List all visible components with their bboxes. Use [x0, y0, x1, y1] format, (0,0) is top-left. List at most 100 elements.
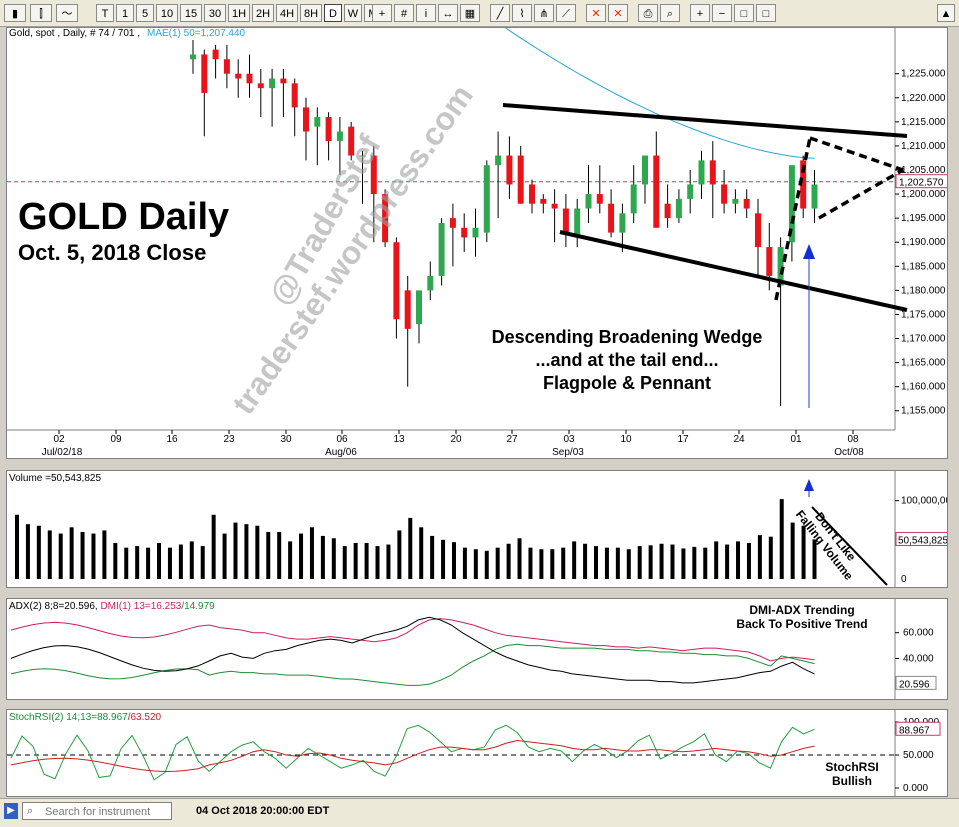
volume-bar — [397, 530, 402, 579]
price-chart[interactable]: 1,225.000 1,220.000 1,215.000 1,210.000 1,20… — [7, 28, 947, 458]
time-tick-label: 08 — [847, 434, 859, 445]
crosshair-icon[interactable]: + — [372, 4, 392, 22]
annotation-line: ...and at the tail end... — [535, 350, 719, 370]
volume-icon[interactable]: ▦ — [460, 4, 480, 22]
volume-bar — [659, 543, 664, 579]
timeframe-button-2h[interactable]: 2H — [252, 4, 274, 22]
ohlc-icon[interactable]: ⫿ — [30, 4, 52, 22]
volume-chart[interactable]: 100,000,000 0 50,543,825 — [7, 471, 947, 587]
volume-bar — [36, 525, 41, 579]
adx-chart[interactable]: 60.000 40.000 20.596 — [7, 599, 947, 699]
bar-icon[interactable]: ▮ — [4, 4, 26, 22]
volume-tick-label: 100,000,000 — [901, 496, 947, 507]
timeframe-button-4h[interactable]: 4H — [276, 4, 298, 22]
candle-body — [291, 83, 298, 108]
time-tick-label: 30 — [280, 434, 292, 445]
volume-bar — [648, 545, 653, 579]
volume-bar — [583, 543, 588, 579]
timeframe-button-t[interactable]: T — [96, 4, 114, 22]
candle-body — [427, 275, 434, 291]
candle-body — [687, 184, 694, 199]
candle-body — [393, 242, 400, 320]
flagpole-line — [774, 137, 812, 301]
search-input[interactable]: Search for instrument — [22, 802, 172, 820]
candle-body — [495, 155, 502, 166]
grid-icon[interactable]: # — [394, 4, 414, 22]
falling-volume-line — [811, 506, 888, 586]
last-price-box — [895, 174, 947, 189]
fork-icon[interactable]: ⋔ — [534, 4, 554, 22]
timeframe-button-d[interactable]: D — [324, 4, 342, 22]
search-icon[interactable]: ⌕ — [660, 4, 680, 22]
month-label: Jul/02/18 — [42, 447, 83, 458]
trendline-icon[interactable]: ╱ — [490, 4, 510, 22]
timeframe-button-15[interactable]: 15 — [180, 4, 202, 22]
adx-label: ADX(2) 8;8=20.596, — [9, 601, 98, 612]
candle-body — [190, 54, 196, 60]
fib-icon[interactable]: ⌇ — [512, 4, 532, 22]
ray-icon[interactable]: ⟋ — [556, 4, 576, 22]
candle-body — [788, 165, 795, 243]
volume-bar — [790, 522, 795, 579]
timeframe-button-8h[interactable]: 8H — [300, 4, 322, 22]
volume-bar — [157, 542, 162, 579]
arrow-up-icon — [803, 244, 815, 259]
zoom-reset-icon[interactable]: □ — [756, 4, 776, 22]
price-tick-label: 1,190.000 — [901, 237, 946, 248]
nav-icon[interactable]: ▶ — [4, 803, 18, 819]
price-tick-label: 1,205.000 — [901, 165, 946, 176]
zoom-in-icon[interactable]: + — [690, 4, 710, 22]
rsi-last-label: 88.967 — [899, 725, 930, 736]
volume-bar — [331, 538, 336, 579]
candle-body — [416, 290, 422, 325]
zoom-fit-icon[interactable]: □ — [734, 4, 754, 22]
price-tick-label: 1,180.000 — [901, 285, 946, 296]
timeframe-button-30[interactable]: 30 — [204, 4, 226, 22]
candle-body — [529, 184, 535, 204]
candle-body — [348, 126, 355, 156]
volume-bar — [681, 548, 686, 579]
pan-icon[interactable]: ↔ — [438, 4, 458, 22]
timeframe-button-1[interactable]: 1 — [116, 4, 134, 22]
volume-bar — [517, 538, 522, 579]
print-icon[interactable]: ⎙ — [638, 4, 658, 22]
time-tick-label: 23 — [223, 434, 235, 445]
timeframe-button-5[interactable]: 5 — [136, 4, 154, 22]
timeframe-button-w[interactable]: W — [344, 4, 362, 22]
volume-bar — [200, 546, 205, 579]
timeframe-button-10[interactable]: 10 — [156, 4, 178, 22]
volume-bar — [779, 499, 784, 579]
candle-body — [483, 165, 490, 233]
time-tick-label: 13 — [393, 434, 405, 445]
timeframe-button-1h[interactable]: 1H — [228, 4, 250, 22]
volume-bar — [528, 547, 533, 579]
candle-body — [585, 194, 592, 209]
line-icon[interactable]: 〜 — [56, 4, 78, 22]
stochrsi-k-line — [10, 724, 815, 781]
candle-body — [619, 213, 626, 233]
volume-last-box — [895, 531, 947, 546]
rsi-last-box — [895, 721, 941, 736]
ma-label: MAE(1) 50=1,207.440 — [147, 28, 246, 39]
volume-bar — [462, 547, 467, 579]
volume-bar — [47, 530, 52, 579]
info-icon[interactable]: i — [416, 4, 436, 22]
volume-bar — [342, 546, 347, 579]
zoom-out-icon[interactable]: − — [712, 4, 732, 22]
candle-body — [709, 160, 716, 185]
volume-tick-label: 0 — [901, 574, 907, 585]
volume-bar — [495, 547, 500, 579]
candle-body — [269, 78, 276, 89]
chart-subtitle: Oct. 5, 2018 Close — [18, 240, 207, 265]
delete-icon[interactable]: ✕ — [586, 4, 606, 22]
delete-all-icon[interactable]: ✕ — [608, 4, 628, 22]
price-tick-label: 1,165.000 — [901, 358, 946, 369]
instrument-header: Gold, spot , Daily, # 74 / 701 , — [9, 28, 140, 39]
volume-bar — [670, 544, 675, 579]
candle-body — [472, 227, 479, 238]
scroll-up-icon[interactable]: ▲ — [937, 4, 955, 22]
price-tick-label: 1,220.000 — [901, 93, 946, 104]
price-tick-label: 1,185.000 — [901, 261, 946, 272]
stochrsi-header: StochRSI(2) 14;13=88.967/63.520 — [9, 712, 161, 723]
